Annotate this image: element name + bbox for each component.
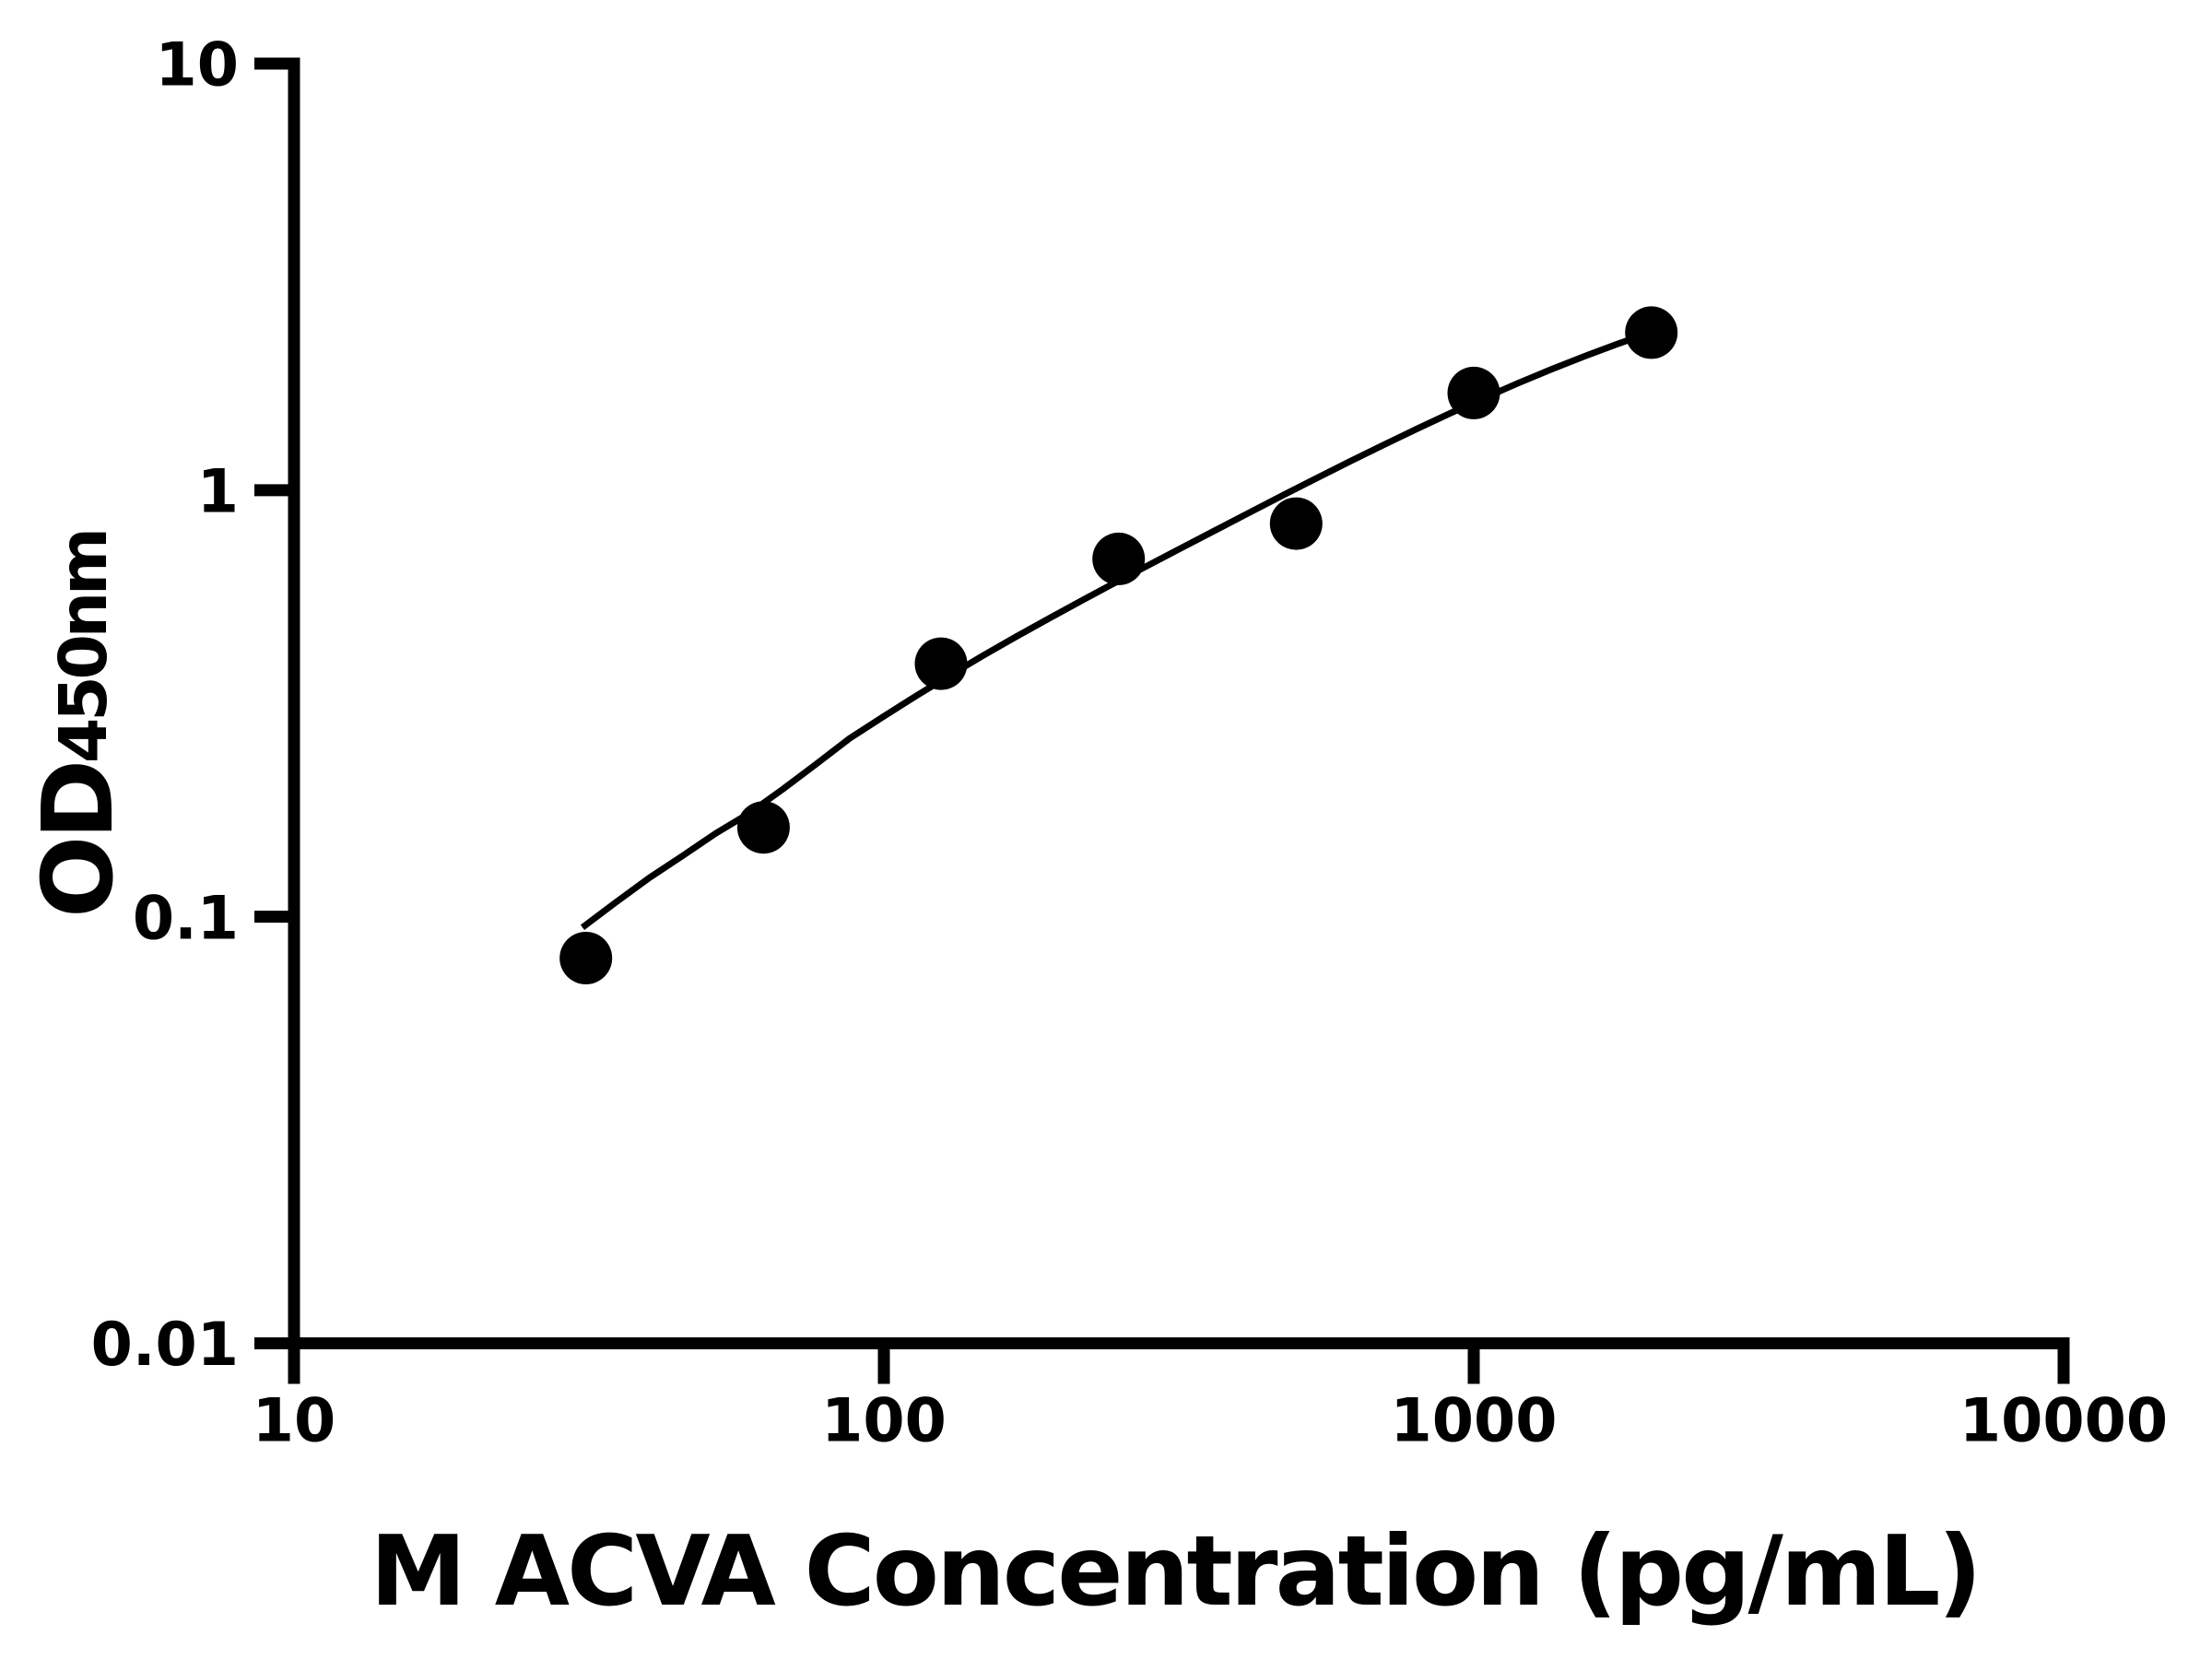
x-tick-label: 10000 (1959, 1387, 2168, 1456)
y-axis-title: OD450nm (22, 527, 135, 918)
y-axis: 0.01 0.1 1 10 (91, 31, 300, 1380)
x-axis-title: M ACVA Concentration (pg/mL) (371, 1515, 1983, 1628)
y-axis-title-main: OD (22, 759, 135, 918)
y-tick-label: 1 (197, 458, 239, 527)
data-point (914, 637, 968, 690)
data-point (1092, 532, 1146, 585)
data-point (736, 801, 790, 854)
x-tick-label: 10 (253, 1387, 335, 1456)
data-points (559, 306, 1678, 984)
x-tick-label: 1000 (1391, 1387, 1558, 1456)
data-point (559, 932, 613, 984)
x-tick-label: 100 (821, 1387, 947, 1456)
data-point (1447, 366, 1500, 419)
y-tick-label: 0.01 (91, 1311, 239, 1380)
y-axis-title-sub: 450nm (45, 527, 122, 763)
x-axis: 10 100 1000 10000 (253, 1336, 2168, 1456)
data-point (1269, 497, 1323, 550)
data-point (1625, 306, 1678, 359)
y-tick-label: 10 (156, 31, 239, 100)
y-tick-label: 0.1 (133, 884, 239, 953)
